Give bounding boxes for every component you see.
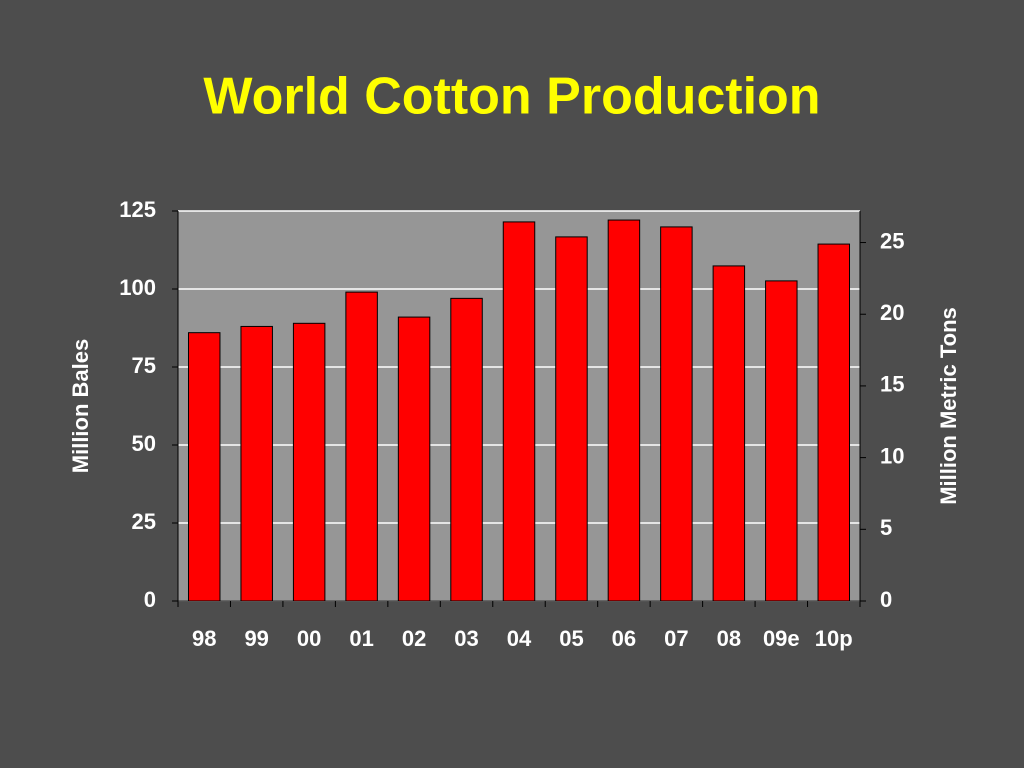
y2-tick-label: 20 bbox=[880, 300, 904, 325]
y-tick-label: 100 bbox=[119, 275, 156, 300]
x-tick-label: 05 bbox=[559, 626, 583, 651]
x-tick-label: 09e bbox=[763, 626, 800, 651]
bar bbox=[660, 226, 693, 602]
y2-tick-label: 5 bbox=[880, 515, 892, 540]
bar bbox=[502, 221, 536, 602]
bar bbox=[345, 291, 378, 602]
y-tick-label: 125 bbox=[119, 197, 156, 222]
bar bbox=[187, 332, 221, 602]
y-tick-label: 0 bbox=[144, 587, 156, 612]
y2-tick-label: 25 bbox=[880, 228, 904, 253]
x-tick-label: 06 bbox=[612, 626, 636, 651]
bar bbox=[555, 236, 588, 602]
y2-axis-label: Million Metric Tons bbox=[936, 307, 961, 505]
x-tick-label: 01 bbox=[349, 626, 373, 651]
x-tick-label: 02 bbox=[402, 626, 426, 651]
bar bbox=[292, 322, 326, 602]
x-tick-label: 08 bbox=[717, 626, 741, 651]
y-tick-label: 25 bbox=[132, 509, 156, 534]
x-tick-label: 07 bbox=[664, 626, 688, 651]
bar bbox=[712, 265, 746, 602]
x-tick-label: 10p bbox=[815, 626, 853, 651]
bar bbox=[765, 280, 798, 602]
bar bbox=[240, 325, 273, 602]
y-axis-label: Million Bales bbox=[68, 339, 93, 473]
x-tick-label: 00 bbox=[297, 626, 321, 651]
x-tick-label: 03 bbox=[454, 626, 478, 651]
bar bbox=[450, 297, 483, 602]
chart-title: World Cotton Production bbox=[203, 68, 820, 126]
x-tick-label: 98 bbox=[192, 626, 216, 651]
y2-tick-label: 0 bbox=[880, 587, 892, 612]
y-tick-label: 75 bbox=[132, 353, 156, 378]
x-tick-label: 99 bbox=[244, 626, 268, 651]
bar bbox=[817, 243, 851, 602]
y2-tick-label: 10 bbox=[880, 443, 904, 468]
x-tick-label: 04 bbox=[507, 626, 532, 651]
y-tick-label: 50 bbox=[132, 431, 156, 456]
bar bbox=[397, 316, 431, 602]
y2-tick-label: 15 bbox=[880, 372, 904, 397]
bar bbox=[607, 219, 641, 602]
